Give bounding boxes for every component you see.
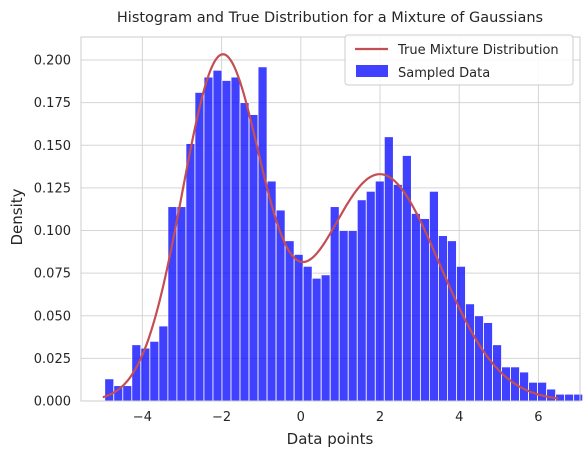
- y-tick-label: 0.025: [34, 352, 71, 367]
- y-tick-label: 0.125: [34, 181, 71, 196]
- histogram-bar: [419, 218, 430, 402]
- histogram-bar: [158, 325, 169, 402]
- histogram-bar: [248, 114, 259, 402]
- histogram-bar: [302, 265, 313, 402]
- legend-label-line: True Mixture Distribution: [397, 43, 559, 58]
- legend-box: [344, 34, 574, 86]
- legend-label-hist: Sampled Data: [398, 66, 490, 81]
- legend: True Mixture Distribution Sampled Data: [344, 34, 574, 86]
- histogram-bar: [320, 274, 331, 402]
- histogram-bar: [284, 240, 295, 402]
- histogram-bar: [564, 393, 575, 402]
- histogram-bar: [338, 230, 349, 402]
- y-tick-label: 0.100: [34, 224, 71, 239]
- histogram-bar: [230, 76, 241, 402]
- y-axis-label: Density: [8, 188, 26, 245]
- histogram-bar: [374, 180, 385, 402]
- y-tick-label: 0.050: [34, 309, 71, 324]
- histogram-bar: [104, 378, 115, 402]
- histogram-bar: [194, 92, 205, 402]
- histogram-bar: [239, 102, 250, 402]
- histogram-bar: [474, 315, 484, 402]
- histogram-bar: [347, 230, 358, 402]
- x-tick-label: 2: [376, 410, 384, 425]
- y-tick-label: 0.175: [34, 96, 71, 111]
- histogram-bar: [293, 253, 304, 402]
- histogram-bar: [185, 143, 196, 402]
- histogram-bar: [167, 206, 178, 402]
- histogram-bar: [537, 381, 548, 402]
- legend-bar-swatch: [356, 65, 388, 77]
- x-tick-label: 4: [455, 410, 463, 425]
- histogram-bar: [438, 235, 448, 402]
- y-tick-labels: 0.000 0.025 0.050 0.075 0.100 0.125 0.150 0.175…: [34, 54, 71, 410]
- y-tick-label: 0.200: [34, 54, 71, 69]
- chart-title: Histogram and True Distribution for a Mi…: [117, 10, 543, 26]
- histogram-bar: [329, 206, 340, 402]
- y-tick-label: 0.000: [34, 395, 71, 410]
- x-tick-label: 6: [534, 410, 542, 425]
- histogram-bar: [447, 240, 457, 402]
- histogram-bar: [410, 213, 421, 402]
- histogram-bar: [465, 303, 475, 402]
- histogram-bar: [365, 190, 376, 402]
- histogram-bar: [356, 199, 367, 402]
- x-tick-label: 0: [297, 410, 305, 425]
- axes-border: [80, 36, 581, 402]
- axes-frame: [80, 36, 581, 402]
- histogram-bar: [149, 340, 160, 402]
- histogram-bar: [573, 393, 584, 402]
- histogram-bar: [221, 80, 232, 402]
- histogram-bar: [428, 190, 439, 402]
- x-axis-label: Data points: [287, 430, 374, 448]
- histogram-bar: [311, 277, 322, 402]
- histogram-bar: [176, 206, 187, 402]
- histogram-bar: [212, 69, 223, 402]
- y-tick-label: 0.075: [34, 267, 71, 282]
- x-tick-labels: −4 −2 0 2 4 6: [133, 410, 543, 425]
- x-tick-label: −2: [212, 410, 231, 425]
- true-mixture-line: [102, 53, 559, 400]
- x-tick-label: −4: [133, 410, 152, 425]
- histogram-bar: [203, 76, 214, 402]
- histogram-bar: [257, 66, 268, 402]
- histogram-bar: [122, 385, 133, 402]
- y-tick-label: 0.150: [34, 139, 71, 154]
- histogram-bar: [392, 184, 403, 402]
- histogram-bar: [501, 366, 511, 402]
- histogram-bar: [456, 265, 466, 402]
- histogram-bar: [546, 388, 557, 402]
